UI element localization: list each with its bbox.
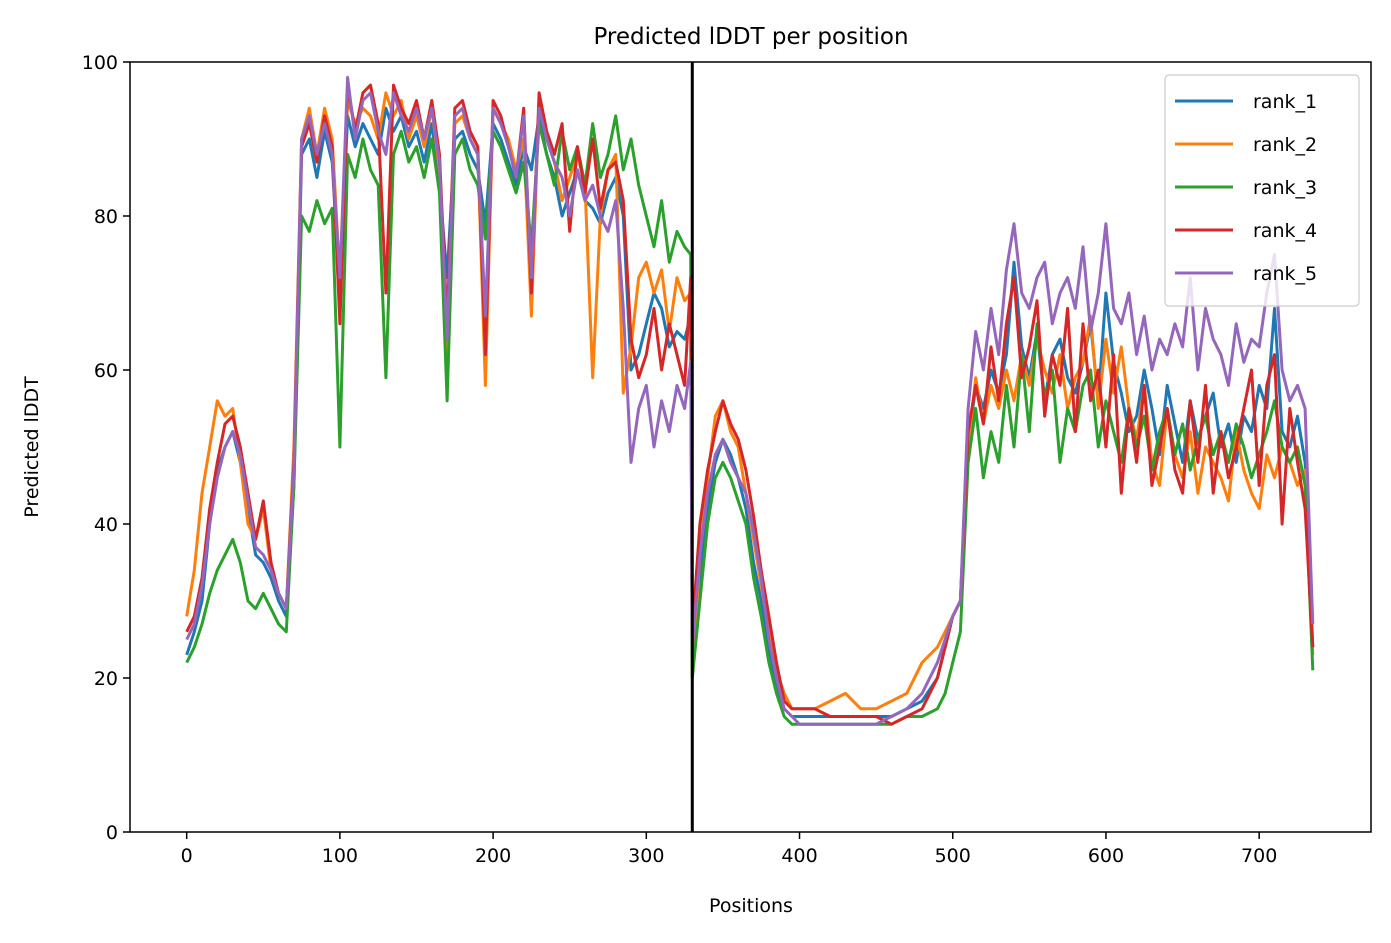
chart-title: Predicted lDDT per position: [593, 24, 908, 50]
x-tick-label: 100: [322, 845, 358, 867]
y-tick-label: 60: [94, 360, 118, 382]
legend-label-rank_3: rank_3: [1253, 177, 1317, 199]
x-ticks: 0 100 200 300 400 500 600 700: [181, 832, 1277, 867]
legend-box: [1164, 74, 1360, 307]
y-axis-label: Predicted lDDT: [21, 376, 43, 518]
x-tick-label: 0: [181, 845, 193, 867]
series-layer: [185, 75, 1315, 726]
x-tick-label: 600: [1088, 845, 1124, 867]
legend-items: rank_1 rank_2 rank_3 rank_4 rank_5: [1175, 91, 1317, 285]
legend-label-rank_4: rank_4: [1253, 220, 1317, 242]
y-tick-label: 20: [94, 668, 118, 690]
y-tick-label: 0: [106, 822, 118, 844]
x-axis-label: Positions: [709, 895, 793, 917]
x-tick-label: 700: [1241, 845, 1277, 867]
y-ticks: 0 20 40 60 80 100: [82, 52, 130, 844]
x-tick-label: 200: [475, 845, 511, 867]
y-tick-label: 80: [94, 206, 118, 228]
plot-frame: [129, 61, 1372, 833]
series-line-rank_5: [185, 75, 1315, 726]
legend-label-rank_2: rank_2: [1253, 134, 1317, 156]
y-tick-label: 40: [94, 514, 118, 536]
series-line-rank_4: [185, 83, 1315, 726]
x-tick-label: 500: [935, 845, 971, 867]
series-line-rank_1: [185, 106, 1315, 718]
legend-label-rank_1: rank_1: [1253, 91, 1317, 113]
y-tick-label: 100: [82, 52, 118, 74]
legend: rank_1 rank_2 rank_3 rank_4 rank_5: [1164, 74, 1360, 307]
x-tick-label: 400: [781, 845, 817, 867]
legend-label-rank_5: rank_5: [1253, 263, 1317, 285]
series-line-rank_3: [185, 114, 1315, 726]
x-tick-label: 300: [628, 845, 664, 867]
